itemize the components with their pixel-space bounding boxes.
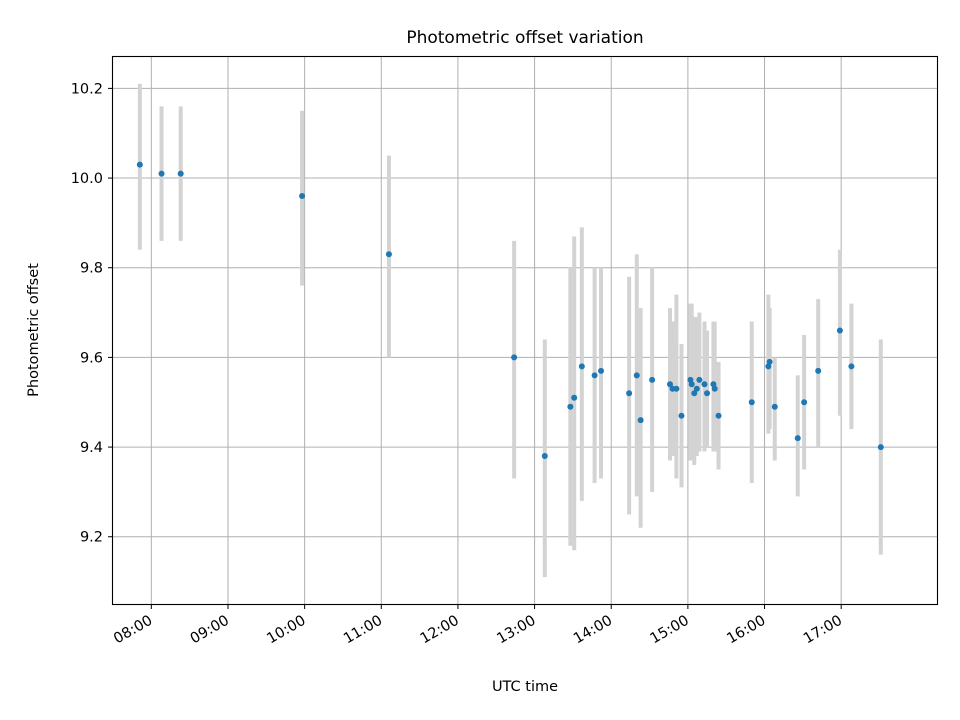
chart-title: Photometric offset variation	[406, 28, 643, 48]
data-point	[711, 385, 718, 392]
data-point	[385, 251, 392, 258]
x-axis-label: UTC time	[492, 679, 558, 695]
data-point	[877, 444, 884, 451]
data-point	[649, 376, 656, 383]
grid	[113, 57, 937, 604]
data-point	[598, 367, 605, 374]
y-tick-label: 10.2	[71, 81, 103, 97]
data-point	[511, 354, 518, 361]
y-tick-label: 9.4	[80, 440, 103, 456]
data-point	[177, 170, 184, 177]
data-point	[678, 412, 685, 419]
data-point	[691, 390, 698, 397]
data-point	[666, 381, 673, 388]
data-point	[688, 381, 695, 388]
data-point	[766, 358, 773, 365]
data-point	[633, 372, 640, 379]
data-point	[696, 376, 703, 383]
data-point	[848, 363, 855, 370]
data-point	[748, 399, 755, 406]
ticks	[108, 87, 842, 609]
y-tick-label: 10.0	[71, 171, 103, 187]
data-point	[591, 372, 598, 379]
plot-frame	[111, 55, 939, 606]
data-point	[136, 161, 143, 168]
data-points	[136, 161, 884, 460]
data-point	[626, 390, 633, 397]
data-point	[701, 381, 708, 388]
y-tick-label: 9.8	[80, 261, 103, 277]
data-point	[541, 453, 548, 460]
data-point	[158, 170, 165, 177]
data-point	[567, 403, 574, 410]
data-point	[794, 435, 801, 442]
data-point	[704, 390, 711, 397]
data-point	[571, 394, 578, 401]
y-tick-label: 9.6	[80, 350, 103, 366]
data-point	[771, 403, 778, 410]
data-point	[815, 367, 822, 374]
data-point	[801, 399, 808, 406]
data-point	[836, 327, 843, 334]
data-point	[637, 417, 644, 424]
y-axis-label: Photometric offset	[26, 263, 42, 397]
y-tick-labels: 9.2 9.4 9.6 9.8 10.0 10.2	[71, 81, 103, 545]
data-point	[715, 412, 722, 419]
y-tick-label: 9.2	[80, 530, 103, 546]
data-point	[693, 385, 700, 392]
data-point	[673, 385, 680, 392]
data-point	[299, 192, 306, 199]
data-point	[578, 363, 585, 370]
